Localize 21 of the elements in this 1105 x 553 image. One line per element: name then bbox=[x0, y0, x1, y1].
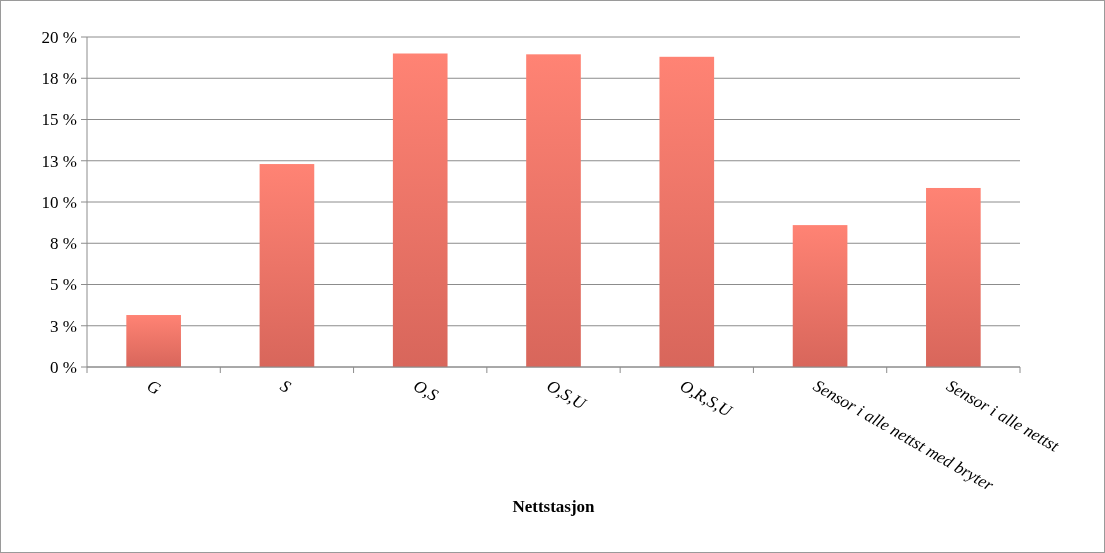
bar bbox=[392, 53, 448, 367]
bar bbox=[526, 54, 581, 367]
bar bbox=[259, 164, 315, 367]
y-tick-label: 8 % bbox=[50, 234, 77, 254]
y-tick-label: 0 % bbox=[50, 357, 77, 377]
x-axis-title: Nettstasjon bbox=[512, 497, 596, 516]
x-tick-label: O,S bbox=[410, 376, 442, 406]
y-tick-label: 20 % bbox=[41, 27, 77, 47]
bar bbox=[792, 225, 848, 367]
bar bbox=[126, 315, 181, 367]
y-tick-label: 15 % bbox=[41, 110, 77, 130]
y-tick-label: 18 % bbox=[41, 69, 77, 89]
bar bbox=[926, 187, 981, 367]
bar bbox=[659, 56, 715, 367]
y-tick-label: 13 % bbox=[41, 151, 77, 171]
y-tick-label: 3 % bbox=[50, 316, 77, 336]
y-tick-label: 5 % bbox=[50, 275, 77, 295]
x-tick-label: G bbox=[143, 376, 164, 399]
y-tick-label: 10 % bbox=[41, 192, 77, 212]
x-tick-label: S bbox=[276, 376, 295, 397]
x-tick-label: O,S,U bbox=[543, 376, 591, 415]
